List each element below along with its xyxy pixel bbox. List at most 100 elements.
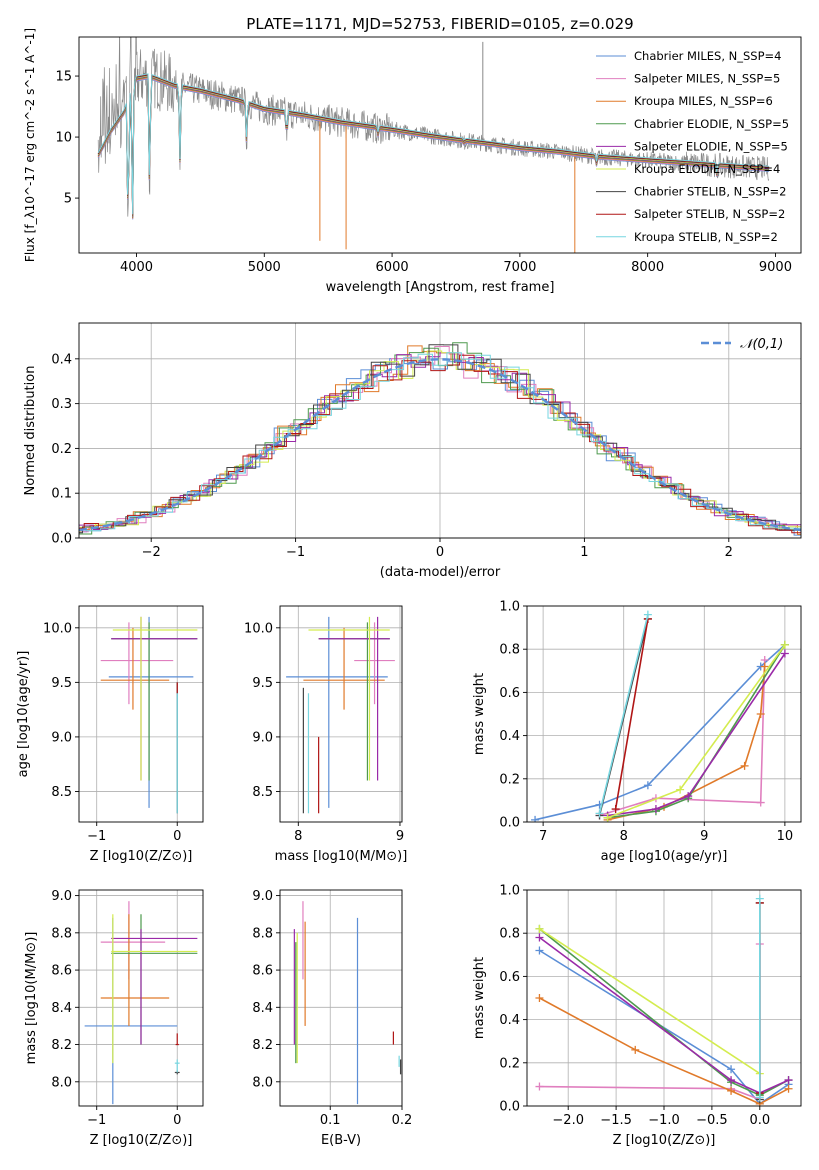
x-axis-label: E(B-V) — [321, 1133, 361, 1148]
mass-weight-marker — [756, 710, 765, 718]
mass-weight-marker — [755, 894, 764, 903]
plot-area-spectrum — [97, 37, 770, 253]
mass-weight-marker — [740, 761, 749, 770]
y-tick-label: 0.6 — [499, 970, 520, 985]
x-tick-label: 5000 — [248, 260, 281, 275]
plot-area-mass_vs_EBV — [293, 901, 402, 1105]
chart-massweight_vs_age: 7 8 9 10 0.0 0.2 0.4 0.6 0.8 1.0 age [log10(age/yr… — [472, 600, 802, 864]
chart-massweight_vs_Z: −2.0 −1.5 −1.0 −0.5 0.0 0.0 0.2 0.4 0.6 0.8 1.0 Z [… — [472, 884, 802, 1148]
chart-residual_histogram: −2 −1 0 1 2 0.0 0.1 0.2 0.3 0.4 (data-model)/error… — [23, 322, 802, 580]
model-spectrum — [97, 78, 770, 220]
y-tick-label: 9.5 — [252, 676, 273, 691]
mass-weight-marker — [727, 1065, 736, 1074]
x-axis-label: age [log10(age/yr)] — [601, 849, 728, 864]
mass-weight-marker — [535, 924, 544, 933]
x-axis-label: Z [log10(Z/Z⊙)] — [90, 1133, 193, 1148]
axes-frame — [526, 605, 802, 823]
legend-label: Kroupa MILES, N_SSP=6 — [634, 94, 773, 108]
model-spectrum — [97, 76, 770, 219]
y-axis-label: age [log10(age/yr)] — [16, 651, 31, 778]
chart-age_vs_mass: 8 9 8.5 9.0 9.5 10.0 mass [log10(M/M⊙)] — [244, 605, 408, 864]
y-tick-label: 8.5 — [51, 785, 72, 800]
mass-weight-marker — [784, 1084, 793, 1093]
mass-weight-marker — [651, 805, 660, 814]
error-cross — [318, 616, 390, 781]
y-tick-label: 8.0 — [51, 1075, 72, 1090]
y-tick-label: 10 — [55, 131, 72, 146]
y-tick-label: 0.8 — [499, 927, 520, 942]
error-cross — [111, 616, 198, 781]
mass-weight-line — [539, 928, 761, 1075]
chart-mass_vs_Z: −1 0 8.0 8.2 8.4 8.6 8.8 9.0 Z [log10(Z/Z⊙)] mass… — [24, 889, 204, 1148]
x-tick-label: −2 — [142, 545, 161, 560]
y-tick-label: 8.0 — [252, 1075, 273, 1090]
mass-weight-marker — [531, 815, 540, 822]
y-tick-label: 8.4 — [51, 1001, 72, 1016]
axes-frame — [78, 36, 802, 254]
mass-weight-marker — [684, 792, 693, 801]
error-cross — [111, 914, 198, 1045]
normal-curve — [79, 358, 801, 532]
x-tick-label: 7000 — [503, 260, 536, 275]
legend-label: 𝒩(0,1) — [740, 337, 783, 352]
x-tick-label: 0 — [436, 545, 444, 560]
x-tick-label: 9000 — [759, 260, 792, 275]
y-tick-label: 0.0 — [499, 816, 520, 831]
y-tick-label: 0.2 — [499, 772, 520, 787]
mass-weight-line — [607, 653, 786, 817]
y-tick-label: 9.0 — [252, 730, 273, 745]
axes-frame — [279, 889, 403, 1107]
x-tick-label: 0.2 — [392, 1113, 413, 1128]
mass-weight-marker — [756, 798, 765, 807]
histogram-legend: 𝒩(0,1) — [701, 337, 783, 352]
histogram-steps — [79, 352, 801, 532]
y-axis-label: Normed distribution — [23, 366, 38, 496]
model-spectrum — [97, 74, 770, 216]
chart-spectrum: 4000 5000 6000 7000 8000 9000 5 10 15 wavelength … — [23, 28, 802, 295]
plot-area-residual_histogram — [79, 342, 801, 536]
legend-label: Kroupa STELIB, N_SSP=2 — [634, 230, 778, 244]
x-tick-label: 8000 — [631, 260, 664, 275]
x-tick-label: 1 — [580, 545, 588, 560]
x-tick-label: 0 — [173, 829, 181, 844]
x-axis-label: Z [log10(Z/Z⊙)] — [613, 1133, 716, 1148]
y-tick-label: 0.3 — [51, 397, 72, 412]
y-axis-label: Flux [f_λ10^-17 erg cm^-2 s^-1 A^-1] — [23, 28, 37, 262]
mass-weight-marker — [676, 785, 685, 794]
x-tick-label: 8 — [294, 829, 302, 844]
error-cross — [111, 914, 198, 1064]
y-tick-label: 8.6 — [252, 964, 273, 979]
y-tick-label: 5 — [64, 192, 72, 207]
mass-weight-marker — [780, 640, 789, 649]
error-cross — [108, 616, 194, 808]
x-tick-label: 9 — [396, 829, 404, 844]
x-axis-label: mass [log10(M/M⊙)] — [275, 849, 408, 864]
x-tick-label: −1.5 — [600, 1113, 632, 1128]
y-tick-label: 8.2 — [252, 1038, 273, 1053]
model-spectrum — [97, 76, 770, 218]
error-cross — [308, 616, 390, 781]
histogram-steps — [79, 358, 801, 536]
x-tick-label: 0 — [173, 1113, 181, 1128]
y-axis-label: mass weight — [472, 957, 487, 1039]
legend-label: Chabrier ELODIE, N_SSP=5 — [634, 117, 789, 131]
y-tick-label: 1.0 — [499, 884, 520, 899]
y-tick-label: 0.0 — [51, 532, 72, 547]
mass-weight-line — [539, 936, 789, 1094]
error-cross — [100, 622, 174, 705]
legend-label: Kroupa ELODIE, N_SSP=4 — [634, 162, 780, 176]
x-tick-label: −1 — [87, 1113, 106, 1128]
mass-weight-marker — [535, 946, 544, 955]
mass-weight-line — [614, 618, 649, 810]
y-axis-label: mass weight — [472, 673, 487, 755]
histogram-steps — [79, 354, 801, 534]
plot-area-massweight_vs_Z — [535, 894, 793, 1106]
spectrum-legend: Chabrier MILES, N_SSP=4 Salpeter MILES, N… — [596, 49, 789, 244]
legend-label: Chabrier STELIB, N_SSP=2 — [634, 185, 786, 199]
y-tick-label: 0.6 — [499, 686, 520, 701]
mass-weight-line — [598, 614, 649, 814]
model-spectrum — [97, 73, 770, 216]
x-tick-label: 9 — [700, 829, 708, 844]
axes-frame — [279, 605, 403, 823]
mass-weight-marker — [727, 1076, 736, 1085]
